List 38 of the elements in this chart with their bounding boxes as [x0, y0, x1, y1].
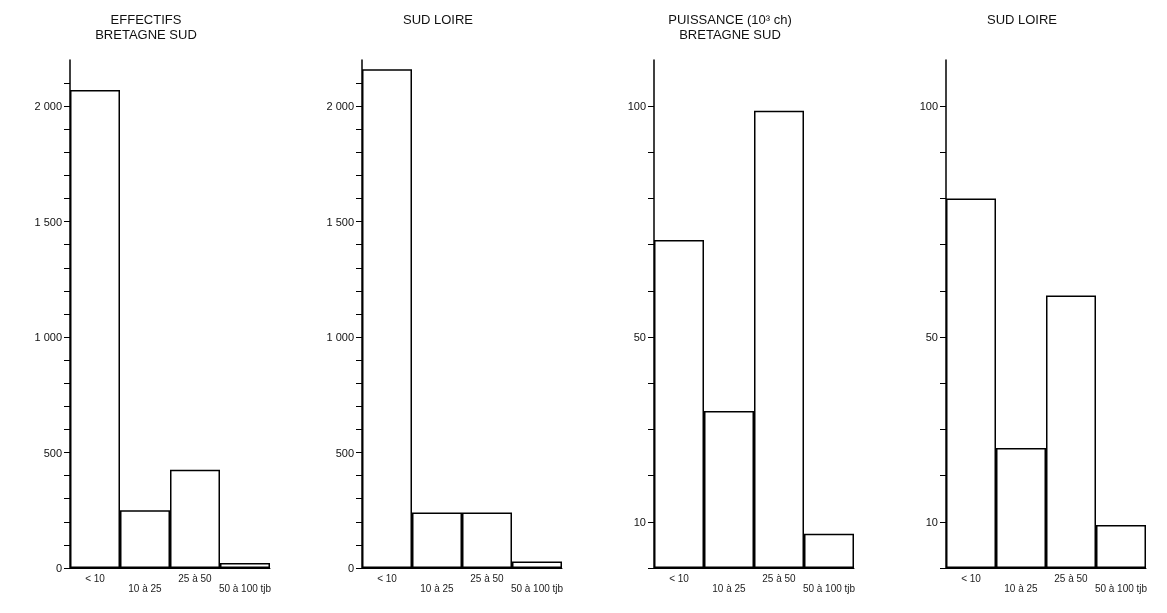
y-tick-label: 100: [627, 100, 646, 113]
y-tick-label: 500: [43, 446, 62, 459]
chart-title: EFFECTIFS: [110, 12, 182, 27]
x-tick-label: 50 à 100 tjb: [1094, 582, 1148, 594]
x-tick-label: 25 à 50: [762, 572, 797, 584]
chart-subtitle: BRETAGNE SUD: [95, 27, 197, 42]
y-tick-label: 10: [633, 515, 646, 528]
x-tick-label: 25 à 50: [1054, 572, 1089, 584]
x-tick-label: < 10: [377, 572, 398, 584]
x-tick-label: < 10: [669, 572, 690, 584]
y-tick-label: 0: [347, 562, 354, 574]
x-tick-label: < 10: [85, 572, 106, 584]
x-tick-label: 10 à 25: [1004, 582, 1039, 594]
y-tick-label: 1 000: [326, 331, 354, 344]
y-tick-label: 0: [55, 562, 62, 574]
y-tick-label: 1 500: [326, 215, 354, 228]
y-tick-label: 2 000: [326, 100, 354, 113]
y-tick-label: 1 500: [34, 215, 62, 228]
x-tick-label: 10 à 25: [712, 582, 747, 594]
x-tick-label: 10 à 25: [128, 582, 163, 594]
x-tick-label: 50 à 100 tjb: [510, 582, 564, 594]
y-tick-label: 10: [925, 515, 938, 528]
x-tick-label: 10 à 25: [420, 582, 455, 594]
x-tick-label: < 10: [961, 572, 982, 584]
x-tick-label: 25 à 50: [178, 572, 213, 584]
x-tick-label: 50 à 100 tjb: [218, 582, 272, 594]
y-tick-label: 50: [633, 331, 646, 344]
chart-subtitle: BRETAGNE SUD: [679, 27, 781, 42]
y-tick-label: 50: [925, 331, 938, 344]
y-tick-label: 1 000: [34, 331, 62, 344]
y-tick-label: 500: [335, 446, 354, 459]
chart-title: SUD LOIRE: [986, 12, 1058, 27]
y-tick-label: 100: [919, 100, 938, 113]
chart-title: PUISSANCE (10³ ch): [668, 12, 792, 27]
chart-title: SUD LOIRE: [402, 12, 474, 27]
x-tick-label: 50 à 100 tjb: [802, 582, 856, 594]
x-tick-label: 25 à 50: [470, 572, 505, 584]
y-tick-label: 2 000: [34, 100, 62, 113]
